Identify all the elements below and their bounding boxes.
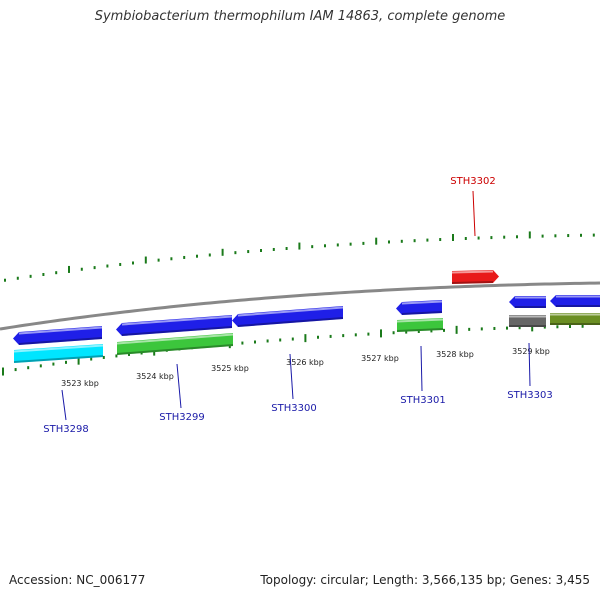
feature-gene-body bbox=[452, 270, 499, 284]
feature-gene-highlight bbox=[401, 300, 443, 305]
scale-label: 3524 kbp bbox=[136, 372, 174, 381]
genome-title: Symbiobacterium thermophilum IAM 14863, … bbox=[94, 9, 506, 24]
scale-label: 3527 kbp bbox=[361, 354, 399, 363]
feature-gene-highlight bbox=[451, 270, 494, 274]
feature-gene-body bbox=[509, 296, 546, 308]
feature-gene bbox=[550, 295, 600, 307]
gene-leader-line bbox=[289, 353, 294, 400]
feature-cds bbox=[550, 313, 600, 325]
feature-gene-body bbox=[116, 315, 232, 336]
topology-label: Topology: circular; Length: 3,566,135 bp… bbox=[260, 573, 590, 587]
feature-cds-highlight bbox=[396, 318, 444, 323]
scale-label: 3528 kbp bbox=[436, 350, 474, 359]
gene-label-sth3301: STH3301 bbox=[400, 395, 445, 406]
feature-cds-shade bbox=[396, 328, 444, 332]
feature-cds-body bbox=[550, 313, 600, 325]
scale-label: 3526 kbp bbox=[286, 358, 324, 367]
feature-gene-body bbox=[13, 326, 102, 345]
feature-cds-body bbox=[117, 333, 233, 355]
feature-gene-highlight bbox=[237, 306, 344, 317]
scale-label: 3525 kbp bbox=[211, 364, 249, 373]
gene-leader-line bbox=[176, 363, 182, 409]
feature-cds-shade bbox=[116, 344, 234, 355]
scale-label: 3529 kbp bbox=[512, 347, 550, 356]
gene-label-sth3302: STH3302 bbox=[450, 176, 495, 187]
gene-leader-line bbox=[472, 190, 476, 237]
feature-gene-shade bbox=[451, 281, 494, 284]
feature-cds bbox=[509, 315, 546, 327]
feature-gene bbox=[13, 326, 103, 345]
scale-label: 3523 kbp bbox=[61, 379, 99, 388]
feature-cds bbox=[116, 333, 234, 355]
feature-gene-highlight bbox=[121, 315, 233, 326]
feature-gene-shade bbox=[18, 337, 103, 345]
genome-backbone bbox=[0, 281, 600, 331]
gene-label-sth3300: STH3300 bbox=[271, 403, 316, 414]
feature-gene bbox=[509, 296, 546, 308]
accession-label: Accession: NC_006177 bbox=[9, 573, 146, 587]
feature-cds-body bbox=[509, 315, 546, 327]
feature-gene-shade bbox=[237, 317, 344, 327]
feature-gene-highlight bbox=[18, 326, 103, 335]
gene-leader-line bbox=[61, 389, 67, 421]
gene-label-sth3299: STH3299 bbox=[159, 412, 204, 423]
feature-cds-body bbox=[14, 344, 103, 363]
feature-gene bbox=[451, 270, 499, 284]
feature-gene-shade bbox=[121, 326, 233, 336]
feature-gene-shade bbox=[401, 311, 443, 315]
feature-cds-highlight bbox=[116, 333, 234, 345]
gene-leader-line bbox=[420, 345, 423, 392]
feature-cds-shade bbox=[13, 355, 104, 363]
feature-cds-highlight bbox=[13, 344, 104, 353]
feature-gene-body bbox=[550, 295, 600, 307]
feature-cds bbox=[13, 344, 104, 363]
feature-gene bbox=[232, 306, 344, 327]
gene-label-sth3303: STH3303 bbox=[507, 390, 552, 401]
feature-gene bbox=[116, 315, 233, 336]
feature-gene-body bbox=[232, 306, 343, 327]
feature-cds bbox=[396, 318, 444, 332]
feature-gene bbox=[396, 300, 443, 315]
gene-leader-line bbox=[528, 342, 531, 387]
gene-label-sth3298: STH3298 bbox=[43, 424, 88, 435]
